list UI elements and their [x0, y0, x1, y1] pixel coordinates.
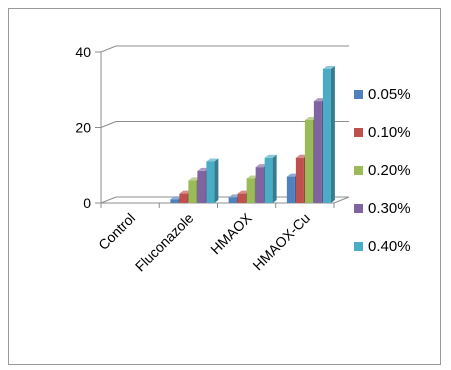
x-tick-label: Fluconazole — [132, 210, 197, 275]
bar-front — [170, 199, 179, 203]
bar-front — [264, 157, 273, 203]
bar-0.40%-HMAOX-Cu — [322, 65, 335, 203]
axes — [95, 51, 350, 208]
bar-front — [286, 176, 295, 203]
x-tick-label: HMAOX — [207, 209, 255, 257]
bar-front — [255, 167, 264, 203]
gridline-depth — [100, 196, 117, 204]
legend-label: 0.05% — [368, 86, 411, 103]
bar-front — [322, 68, 331, 203]
bar-front — [206, 161, 215, 203]
bars — [170, 65, 335, 203]
x-tick-label: Control — [95, 210, 138, 253]
legend-swatch — [354, 90, 363, 99]
legend-swatch — [354, 166, 363, 175]
legend-label: 0.20% — [368, 162, 411, 179]
legend-swatch — [354, 242, 363, 251]
x-tick-label: HMAOX-Cu — [249, 210, 313, 274]
bar-front — [304, 119, 313, 203]
bar-side — [330, 65, 335, 203]
bar-front — [228, 197, 237, 203]
legend-label: 0.40% — [368, 238, 411, 255]
y-tick-label: 40 — [75, 44, 91, 60]
floor-edge — [333, 196, 350, 204]
legend-swatch — [354, 204, 363, 213]
gridline-depth — [100, 121, 117, 128]
bar-front — [246, 178, 255, 203]
y-axis-tick-labels: 0 20 40 — [75, 44, 91, 211]
bar-front — [197, 170, 206, 203]
legend: 0.05% 0.10% 0.20% 0.30% 0.40% — [354, 86, 411, 255]
chart-frame: 0 20 40 Control Fluconazole HMAOX HMAOX-Cu 0.… — [8, 8, 441, 365]
bar-front — [237, 193, 246, 203]
bar-0.40%-HMAOX — [264, 154, 277, 203]
bar-top — [322, 65, 335, 69]
y-tick-label: 0 — [83, 195, 91, 211]
bar-top — [206, 158, 219, 162]
legend-label: 0.30% — [368, 200, 411, 217]
bar-front — [188, 180, 197, 203]
y-tick-label: 20 — [75, 120, 91, 136]
bar-side — [272, 154, 277, 203]
bar-front — [295, 157, 304, 203]
bar-front — [313, 101, 322, 203]
gridline-depth — [100, 45, 117, 53]
bar-top — [264, 154, 277, 158]
bar-side — [214, 158, 219, 203]
legend-label: 0.10% — [368, 124, 411, 141]
bar-front — [179, 193, 188, 203]
bar-0.40%-Fluconazole — [206, 158, 219, 203]
legend-swatch — [354, 128, 363, 137]
